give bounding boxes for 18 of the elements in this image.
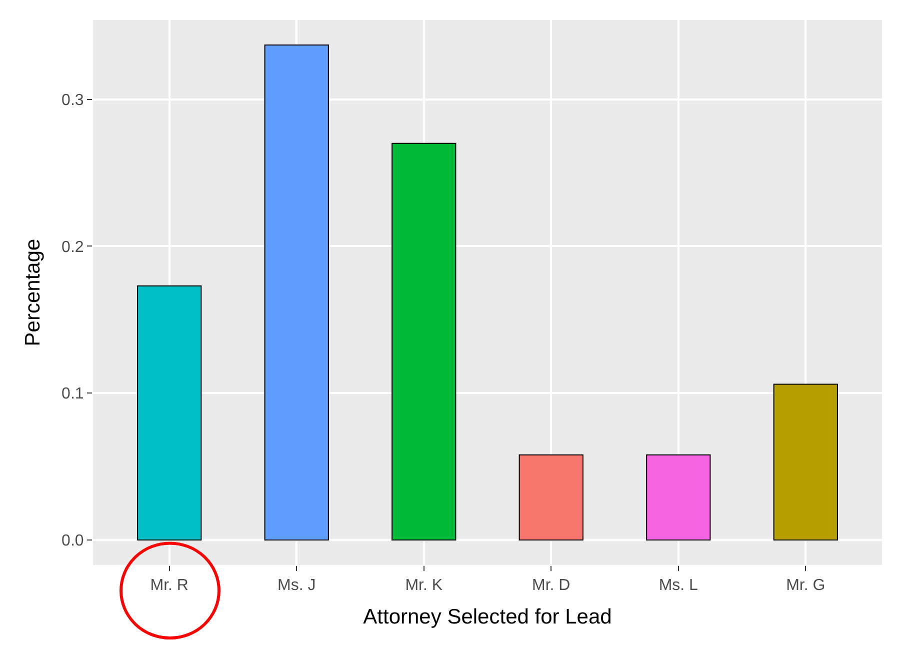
x-tick-label: Mr. G: [786, 577, 826, 594]
x-tick-label: Mr. D: [532, 577, 570, 594]
x-tick-label: Mr. R: [150, 577, 188, 594]
bar: [518, 454, 584, 541]
bar: [773, 384, 838, 541]
y-tick-label: 0.1: [62, 386, 84, 403]
x-axis-title: Attorney Selected for Lead: [363, 605, 612, 628]
bar: [264, 44, 329, 541]
x-tick-label: Ms. J: [278, 577, 316, 594]
bar: [137, 285, 202, 541]
y-tick-label: 0.3: [62, 92, 84, 109]
y-tick-label: 0.0: [62, 532, 84, 550]
x-tick-label: Ms. L: [658, 577, 698, 594]
bar: [646, 454, 711, 541]
bar: [392, 142, 456, 541]
y-axis-title: Percentage: [22, 238, 45, 346]
y-tick-label: 0.2: [62, 238, 84, 256]
x-tick-label: Mr. K: [405, 577, 443, 594]
